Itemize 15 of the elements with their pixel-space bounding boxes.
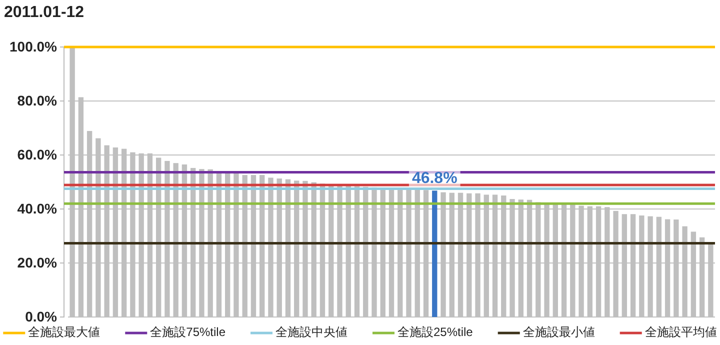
legend-label: 全施設25%tile <box>398 325 474 340</box>
legend-label: 全施設最大値 <box>28 325 100 340</box>
y-tick-label: 20.0% <box>17 254 58 270</box>
y-tick-label: 100.0% <box>10 38 58 54</box>
y-tick-label: 80.0% <box>17 92 58 108</box>
data-label: 46.8% <box>412 170 458 187</box>
bar <box>432 190 438 317</box>
legend-label: 全施設75%tile <box>150 325 226 340</box>
y-tick-label: 40.0% <box>17 200 58 216</box>
legend-label: 全施設平均値 <box>644 325 717 340</box>
y-tick-label: 60.0% <box>17 146 58 162</box>
chart-title: 2011.01-12 <box>4 4 84 21</box>
legend-label: 全施設最小値 <box>522 325 595 340</box>
legend-label: 全施設中央値 <box>276 325 348 340</box>
y-tick-label: 0.0% <box>25 308 58 324</box>
